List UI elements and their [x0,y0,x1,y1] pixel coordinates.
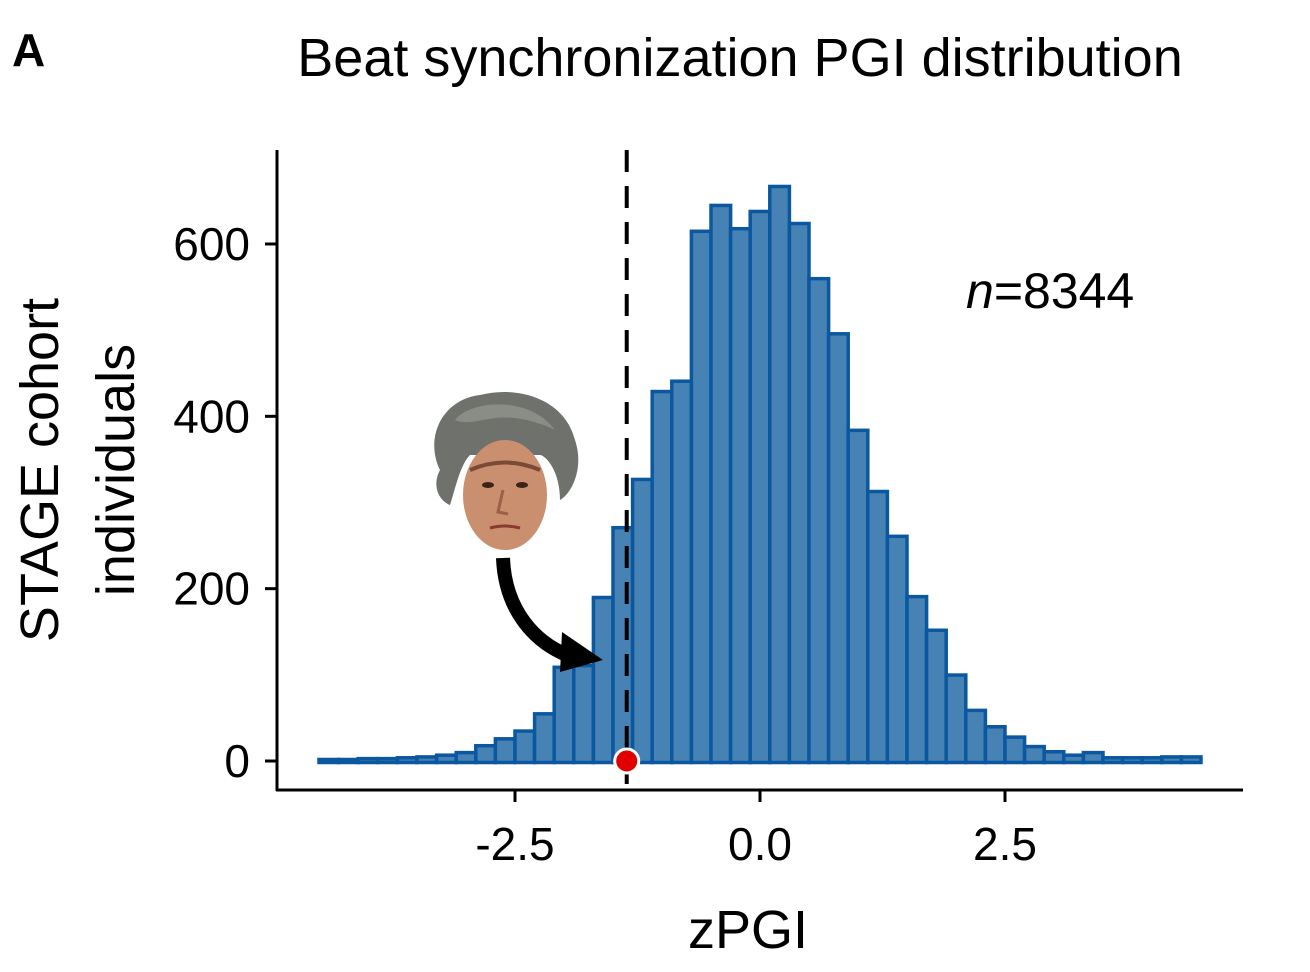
chart-title: Beat synchronization PGI distribution [297,28,1182,88]
histogram-bar [709,203,733,765]
histogram-bar [552,665,576,765]
histogram-bar [1160,755,1184,765]
histogram-bar [866,489,890,765]
x-tick-label: -2.5 [475,818,554,870]
histogram-bar [317,757,341,765]
histogram-bar [532,712,556,765]
histogram-bar [572,663,596,765]
curved-arrow [496,557,603,672]
histogram-bar [846,428,870,765]
histogram-bar [1120,756,1144,765]
panel-label: A [12,24,45,76]
histogram-bar [376,756,400,765]
histogram-bar [395,756,419,765]
histogram-bar [1042,749,1066,765]
histogram-bar [826,332,850,765]
x-tick-label: 0.0 [728,818,792,870]
histogram-bar [807,276,831,765]
histogram-bar [728,226,752,765]
y-tick-label: 600 [173,218,250,270]
histogram-bar [1179,755,1203,765]
histogram-bar [983,725,1007,765]
y-ticks: 0 200 400 600 [173,218,277,787]
sample-size-annotation: n=8344 [966,263,1134,319]
highlight-point [613,747,641,775]
histogram-bar [1003,735,1027,765]
histogram-bar [513,729,537,765]
histogram-bar [650,389,674,765]
histogram-bar [964,708,988,765]
y-axis-label-line-2: individuals [86,344,146,596]
histogram-bar [1140,756,1164,765]
histogram-bar [356,756,380,765]
histogram-bar [415,755,439,765]
histogram-bar [591,595,615,765]
histogram-bar [905,594,929,765]
histogram-bar [434,753,458,765]
histogram-bar [689,229,713,765]
y-tick-label: 0 [224,735,250,787]
histogram-bar [944,673,968,765]
histogram-bar [336,757,360,765]
histogram-bar [670,379,694,765]
histogram-bar [748,209,772,765]
y-tick-label: 200 [173,563,250,615]
histogram-bar [1081,750,1105,765]
y-tick-label: 400 [173,390,250,442]
histogram-bar [924,628,948,765]
histogram-bar [630,477,654,765]
histogram-bar [474,743,498,765]
histogram-bar [1022,744,1046,765]
x-tick-label: 2.5 [973,818,1037,870]
y-axis-label-line-1: STAGE cohort [10,298,70,642]
bars-group [317,184,1203,765]
beethoven-portrait-image [434,392,579,550]
histogram-bar [611,525,635,765]
x-axis-label: zPGI [688,900,808,960]
histogram-bar [768,184,792,765]
x-ticks: -2.5 0.0 2.5 [475,790,1037,870]
histogram-bar [1101,756,1125,765]
histogram-bar [493,737,517,765]
histogram-bar [885,534,909,765]
histogram-bar [1062,753,1086,765]
histogram-bar [787,221,811,765]
histogram-bar [454,750,478,765]
